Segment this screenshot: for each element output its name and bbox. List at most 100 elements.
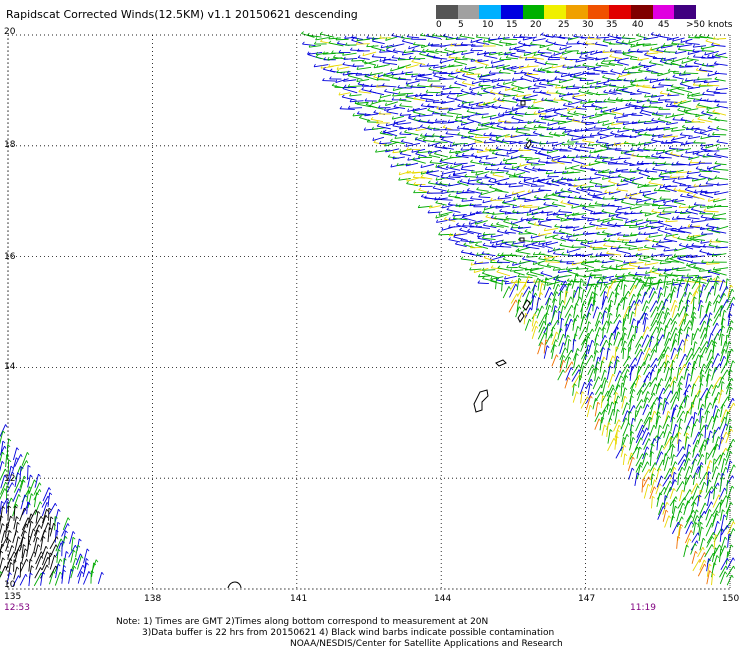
wind-barb-feather xyxy=(447,201,451,205)
wind-barb xyxy=(467,132,483,136)
wind-barb-feather xyxy=(392,48,396,51)
wind-barb-feather xyxy=(647,461,650,465)
wind-barb xyxy=(429,162,442,165)
wind-barb xyxy=(475,155,489,159)
wind-barb xyxy=(603,59,616,62)
wind-barb xyxy=(702,93,715,96)
wind-barb-feather xyxy=(523,95,526,99)
wind-barb-feather xyxy=(429,160,433,163)
wind-barb xyxy=(454,98,468,103)
wind-barb-feather xyxy=(614,209,618,213)
wind-barb xyxy=(448,183,462,187)
wind-barb xyxy=(685,210,699,215)
wind-barb-feather xyxy=(618,384,621,388)
wind-barb-feather xyxy=(444,127,448,131)
wind-barb-feather xyxy=(589,383,593,386)
wind-barb-feather xyxy=(664,60,667,64)
wind-barb xyxy=(512,190,525,195)
wind-barb-feather xyxy=(606,285,609,289)
wind-barb-feather xyxy=(665,139,668,143)
wind-barb xyxy=(593,212,608,215)
wind-barb xyxy=(687,51,700,55)
wind-barb-feather xyxy=(686,95,690,99)
wind-barb xyxy=(524,318,530,331)
wind-barb-feather xyxy=(427,42,431,46)
wind-barb xyxy=(494,217,510,221)
wind-barb-feather xyxy=(668,331,672,335)
wind-barb xyxy=(676,284,681,299)
wind-barb xyxy=(628,467,633,480)
wind-barb-feather xyxy=(672,70,676,74)
wind-barb-feather xyxy=(608,83,612,86)
wind-barb-feather xyxy=(614,58,617,62)
wind-barb-feather xyxy=(581,214,584,218)
wind-barb-feather xyxy=(442,125,446,128)
wind-barb xyxy=(516,50,532,54)
wind-barb-feather xyxy=(664,150,668,154)
wind-barb xyxy=(677,88,693,94)
wind-barb xyxy=(396,163,411,167)
wind-barb-feather xyxy=(432,133,435,137)
wind-barb-feather xyxy=(408,45,410,49)
wind-barb xyxy=(427,211,441,214)
wind-barb-feather xyxy=(476,179,480,183)
wind-barb xyxy=(522,258,537,263)
wind-barb xyxy=(688,156,700,161)
wind-barb xyxy=(629,264,644,269)
wind-barb-feather xyxy=(568,338,572,342)
wind-barb-feather xyxy=(730,502,733,506)
wind-barb xyxy=(436,166,448,171)
wind-barb-feather xyxy=(537,206,540,210)
wind-barb-feather xyxy=(707,133,710,137)
wind-barb xyxy=(490,225,504,228)
wind-barb xyxy=(682,126,694,131)
wind-barb-feather xyxy=(492,172,496,176)
wind-barb-feather xyxy=(594,201,598,204)
wind-barb-feather xyxy=(693,367,696,370)
wind-barb xyxy=(572,391,577,403)
wind-barb-feather xyxy=(696,515,700,519)
wind-barb xyxy=(580,289,585,303)
wind-barb-feather xyxy=(716,139,720,143)
wind-barb-feather xyxy=(681,60,684,64)
wind-barb-feather xyxy=(666,401,669,405)
wind-barb-feather xyxy=(662,177,665,181)
wind-barb-feather xyxy=(354,100,357,104)
wind-barb xyxy=(671,86,685,89)
wind-barb-feather xyxy=(541,97,544,101)
wind-barb xyxy=(489,134,502,137)
wind-barb xyxy=(634,472,638,486)
wind-barb-feather xyxy=(631,180,635,183)
wind-barb-feather xyxy=(657,117,661,120)
wind-barb-feather xyxy=(489,137,492,140)
wind-barb-feather xyxy=(648,104,652,108)
wind-barb-feather xyxy=(718,494,721,498)
wind-barb-feather xyxy=(629,169,632,173)
wind-barb xyxy=(649,62,664,66)
wind-barb-feather xyxy=(543,320,546,324)
wind-barb xyxy=(652,168,666,172)
wind-barb xyxy=(664,515,670,528)
wind-barb-feather xyxy=(643,36,646,40)
wind-barb xyxy=(726,480,728,495)
wind-barb-feather xyxy=(698,83,701,87)
wind-barb xyxy=(585,56,600,60)
wind-barb-feather xyxy=(417,204,421,208)
wind-barb-feather xyxy=(681,466,685,470)
wind-barb xyxy=(503,94,518,97)
wind-barb-feather xyxy=(616,182,619,187)
wind-barb-feather xyxy=(399,126,402,129)
wind-barb-feather xyxy=(635,222,638,226)
wind-barb xyxy=(676,446,684,458)
wind-barb-feather xyxy=(315,51,318,55)
wind-barb xyxy=(546,49,560,53)
wind-barb xyxy=(711,426,720,438)
wind-barb-feather xyxy=(654,479,657,483)
wind-barb-feather xyxy=(685,126,689,130)
wind-barb xyxy=(379,142,392,145)
wind-barb xyxy=(585,275,591,290)
wind-barb-feather xyxy=(350,47,353,51)
wind-barb-feather xyxy=(701,110,704,114)
wind-barb-feather xyxy=(502,157,505,162)
wind-barb xyxy=(489,139,503,144)
